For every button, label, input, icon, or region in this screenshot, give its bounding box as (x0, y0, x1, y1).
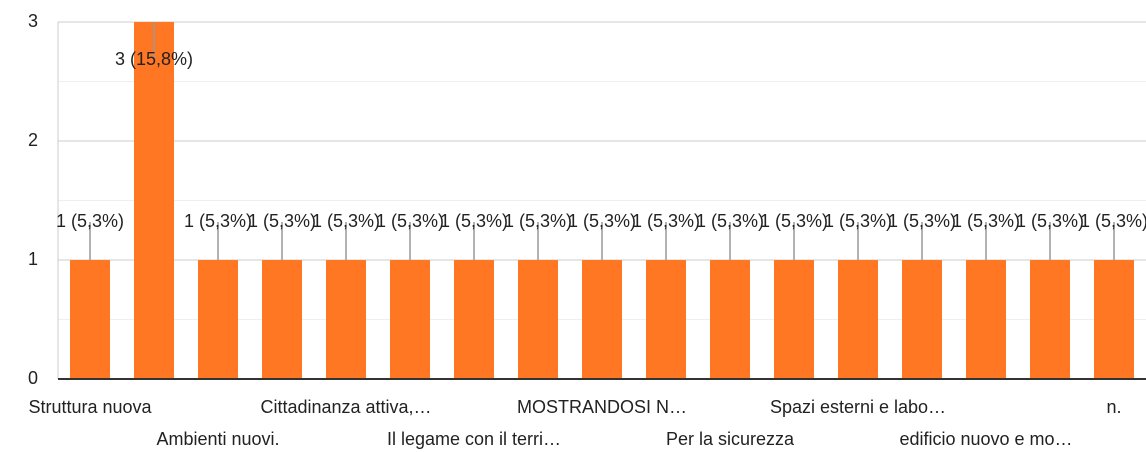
bar (1094, 260, 1134, 379)
data-label: 1 (5,3%) (440, 211, 508, 231)
bar (838, 260, 878, 379)
bar (902, 260, 942, 379)
data-label: 1 (5,3%) (1080, 211, 1146, 231)
x-tick-label: Il legame con il terri… (387, 429, 561, 449)
y-tick-label: 2 (28, 130, 38, 150)
bar (454, 260, 494, 379)
data-label: 1 (5,3%) (696, 211, 764, 231)
bar (70, 260, 110, 379)
bar (710, 260, 750, 379)
data-label: 1 (5,3%) (504, 211, 572, 231)
x-tick-label: Per la sicurezza (666, 429, 795, 449)
x-tick-label: Ambienti nuovi. (156, 429, 279, 449)
x-tick-label: MOSTRANDOSI N… (517, 397, 687, 417)
data-label: 1 (5,3%) (312, 211, 380, 231)
bar (262, 260, 302, 379)
data-label: 3 (15,8%) (115, 49, 193, 69)
x-tick-label: Cittadinanza attiva,… (260, 397, 431, 417)
data-label: 1 (5,3%) (376, 211, 444, 231)
data-label: 1 (5,3%) (248, 211, 316, 231)
bar (518, 260, 558, 379)
bar (134, 22, 174, 379)
bar (326, 260, 366, 379)
x-tick-label: Spazi esterni e labo… (770, 397, 946, 417)
y-tick-label: 3 (28, 11, 38, 31)
data-label: 1 (5,3%) (824, 211, 892, 231)
x-tick-label: n. (1106, 397, 1121, 417)
data-label: 1 (5,3%) (632, 211, 700, 231)
data-label: 1 (5,3%) (184, 211, 252, 231)
x-tick-label: Struttura nuova (28, 397, 152, 417)
x-tick-label: edificio nuovo e mo… (899, 429, 1072, 449)
data-label: 1 (5,3%) (56, 211, 124, 231)
bar (390, 260, 430, 379)
y-tick-label: 0 (28, 368, 38, 388)
data-label: 1 (5,3%) (568, 211, 636, 231)
data-label: 1 (5,3%) (1016, 211, 1084, 231)
data-label: 1 (5,3%) (760, 211, 828, 231)
data-label: 1 (5,3%) (952, 211, 1020, 231)
bar (966, 260, 1006, 379)
bar (582, 260, 622, 379)
y-tick-label: 1 (28, 249, 38, 269)
bar (198, 260, 238, 379)
data-label: 1 (5,3%) (888, 211, 956, 231)
bar (774, 260, 814, 379)
bar (646, 260, 686, 379)
bar (1030, 260, 1070, 379)
